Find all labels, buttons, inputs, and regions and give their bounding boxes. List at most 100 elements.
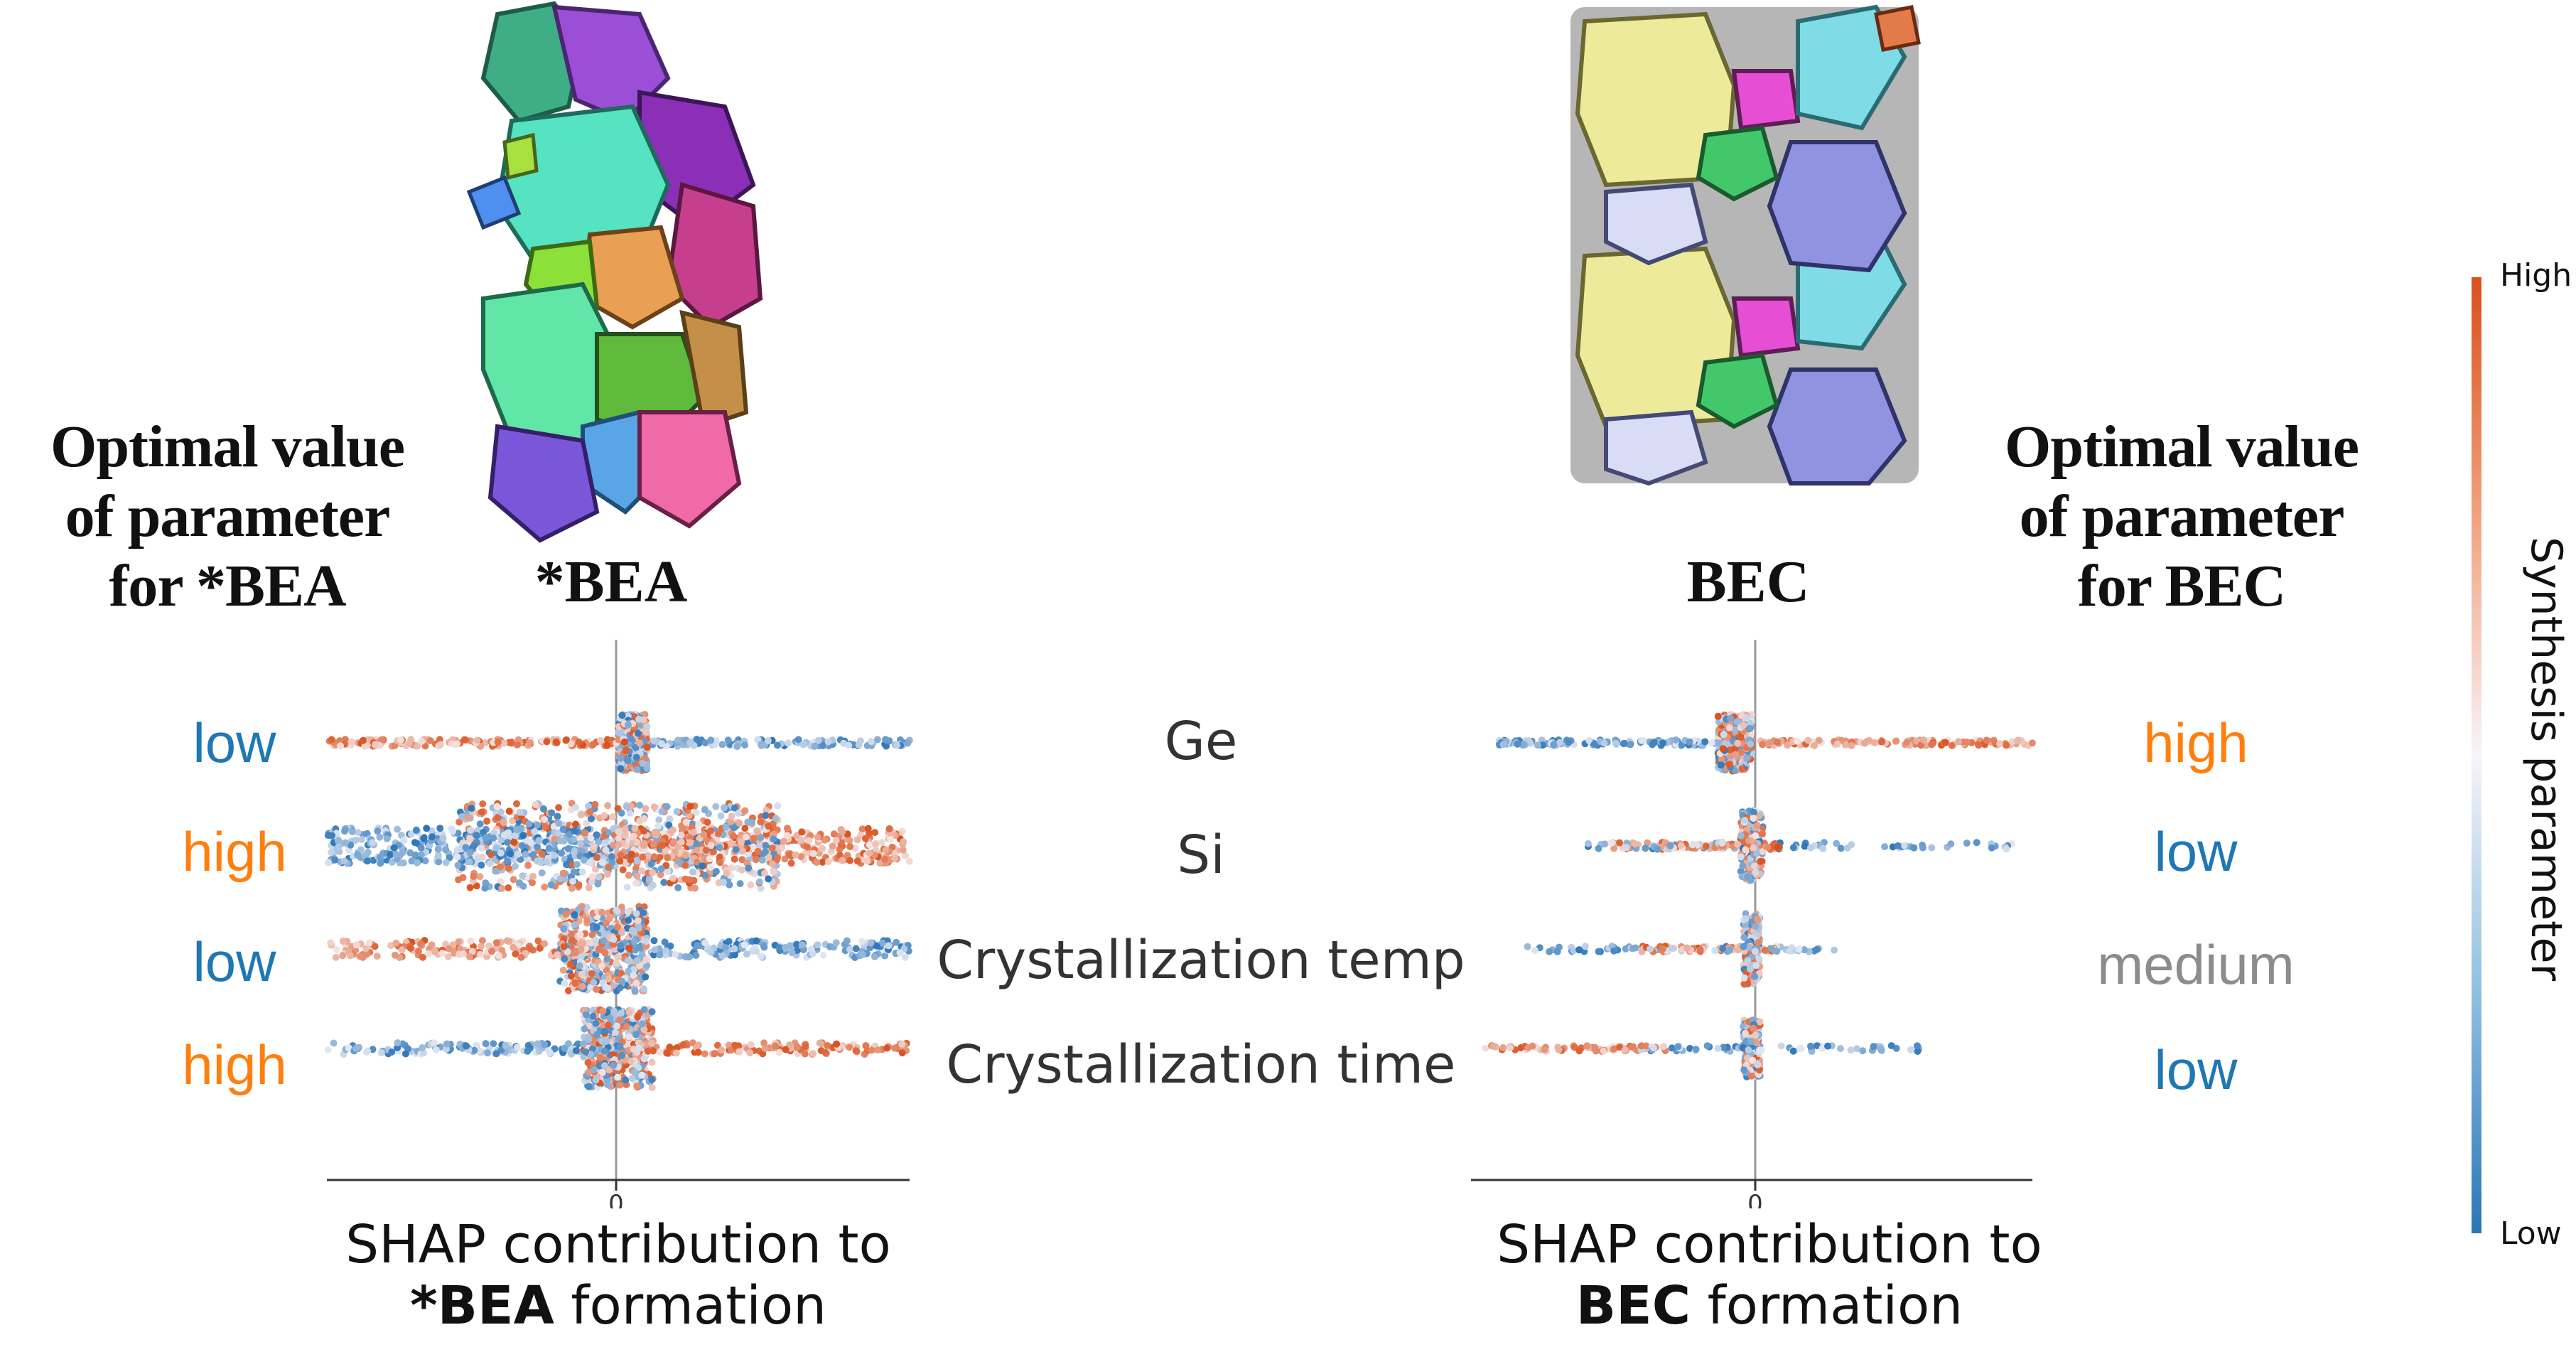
shap-point [727,839,735,847]
shap-point [839,857,846,864]
shap-point [561,955,568,962]
shap-point [650,840,657,848]
shap-point [643,764,651,772]
shap-point [760,1039,768,1047]
shap-point [648,1008,656,1016]
shap-point [1928,741,1936,749]
shap-point [809,849,817,857]
shap-point [437,741,444,749]
shap-point [426,737,434,744]
shap-point [1744,957,1752,965]
shap-point [575,881,583,889]
shap-point [603,1037,610,1045]
shap-point [1654,845,1661,853]
shap-point [712,803,720,810]
shap-point [555,804,563,812]
shap-point [1947,840,1955,848]
shap-point [614,923,621,931]
shap-point [492,939,500,947]
shap-point [621,832,629,839]
shap-point [765,875,772,883]
shap-point [745,864,753,872]
shap-point [1747,740,1755,748]
shap-point [571,980,579,987]
left-optimal-value-si: high [182,820,287,883]
shap-point [1701,738,1709,746]
shap-point [649,881,657,889]
shap-point [1595,844,1602,852]
shap-point [814,736,822,744]
shap-point [458,813,466,820]
shap-point [468,805,475,812]
shap-point [417,940,424,948]
shap-point [1928,844,1936,852]
shap-point [768,844,776,852]
shap-point [630,1068,638,1076]
shap-point [700,831,708,838]
shap-point [833,1040,841,1048]
shap-point [858,825,866,833]
shap-point [595,873,603,881]
shap-point [497,863,504,871]
shap-point [635,729,642,737]
shap-point [534,937,542,945]
shap-point [412,826,420,834]
shap-point [432,1046,440,1053]
shap-point [567,972,575,980]
shap-point [490,835,497,842]
shap-point [600,1027,608,1035]
shap-point [625,871,632,879]
shap-point [580,1040,588,1048]
shap-point [770,868,777,876]
shap-point [695,820,703,828]
shap-point [594,880,602,888]
shap-point [885,825,893,832]
shap-point [663,803,671,810]
shap-point [592,1076,600,1084]
shap-point [634,917,642,925]
shap-point [632,910,640,918]
shap-point [1531,947,1539,955]
shap-point [762,848,769,856]
shap-point [514,741,521,749]
shap-point [1514,740,1521,748]
shap-point [571,949,579,957]
shap-point [573,861,581,869]
shap-point [1726,761,1733,768]
shap-point [481,884,489,892]
shap-point [1524,943,1531,950]
shap-point [564,845,572,852]
shap-point [832,837,840,844]
shap-point [376,833,384,841]
shap-point [711,1050,718,1058]
shap-point [500,739,508,747]
shap-point [887,835,894,843]
shap-point [622,1076,630,1084]
shap-point [462,844,470,852]
shap-point [821,836,829,844]
shap-point [1708,739,1715,746]
shap-point [578,868,586,876]
shap-point [624,757,632,765]
shap-point [658,740,666,748]
shap-point [356,953,364,960]
feature-label-si: Si [1177,825,1225,886]
shap-point [576,962,583,970]
shap-point [694,1048,702,1056]
shap-point [1639,736,1647,744]
shap-point [639,759,646,767]
shap-point [473,832,480,839]
shap-point [698,862,706,870]
shap-point [741,741,749,749]
shap-point [862,1042,870,1050]
shap-point [514,850,522,858]
shap-point [328,832,336,839]
shap-point [632,753,640,761]
shap-point [602,919,610,927]
shap-point [718,952,726,960]
shap-point [885,942,893,950]
shap-point [686,839,694,847]
shap-point [1903,739,1911,746]
shap-point [783,825,791,832]
shap-point [758,856,766,864]
